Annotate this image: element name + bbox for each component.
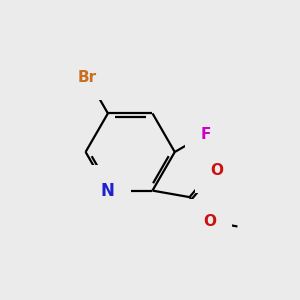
Text: O: O	[211, 163, 224, 178]
Text: N: N	[101, 182, 115, 200]
Text: Br: Br	[77, 70, 97, 85]
Text: O: O	[204, 214, 217, 229]
Text: F: F	[200, 127, 211, 142]
